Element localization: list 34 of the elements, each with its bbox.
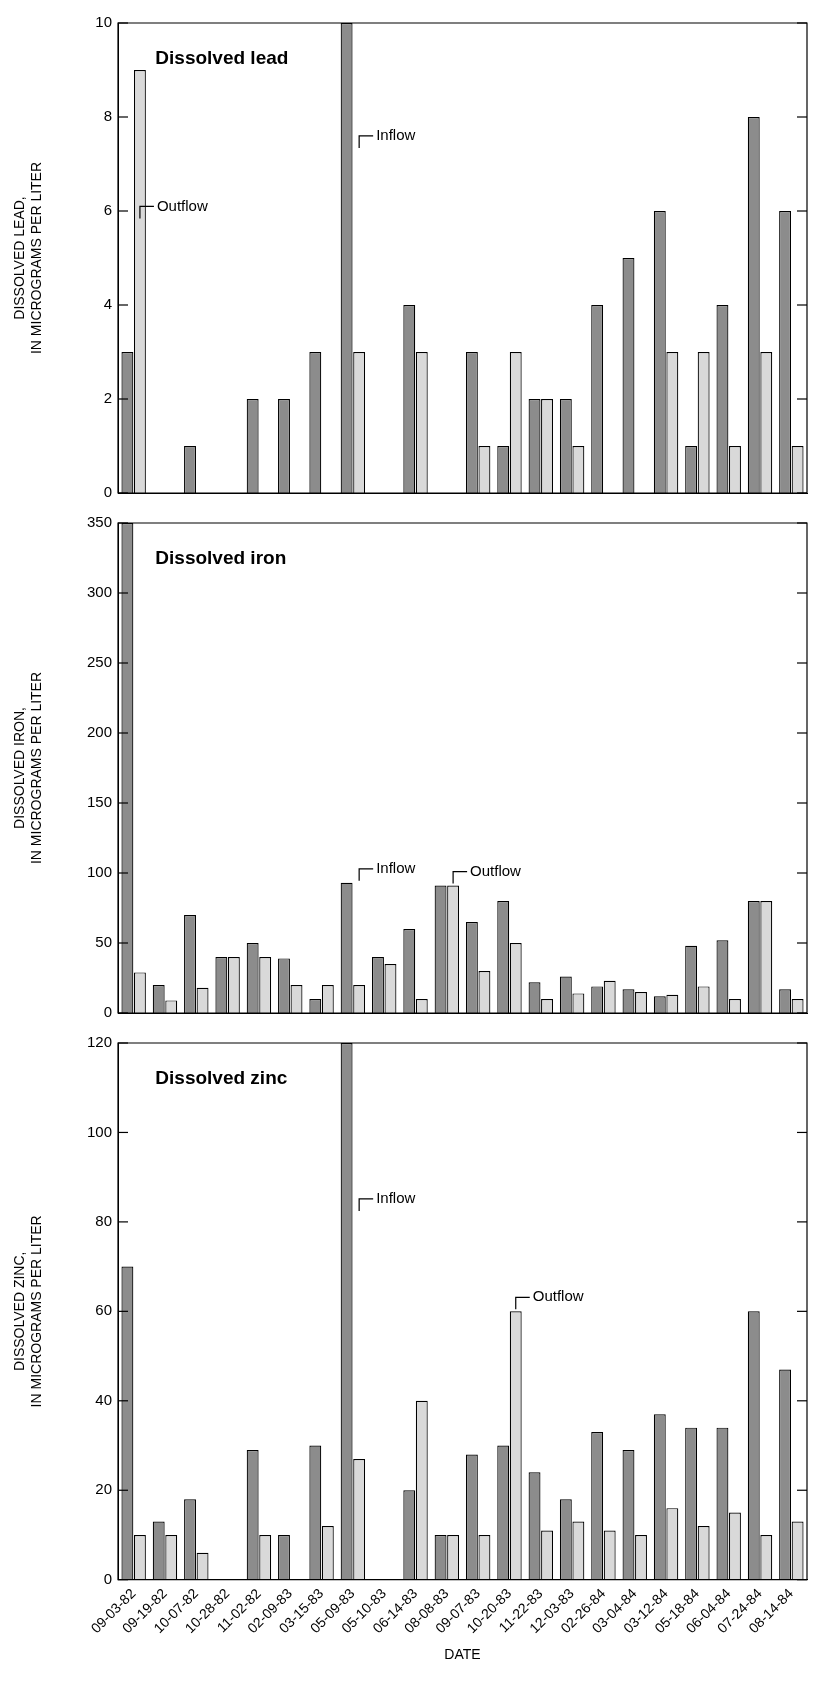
y-tick-label: 120	[86, 1033, 112, 1051]
annotation: Outflow	[532, 1287, 584, 1305]
y-tick-label: 350	[86, 513, 112, 531]
text: Dissolved lead	[155, 46, 289, 68]
y-axis-title: DISSOLVED ZINC, IN MICROGRAMS PER LITER	[11, 1215, 45, 1408]
annotation: Inflow	[376, 126, 416, 144]
y-tick-label: 40	[95, 1390, 112, 1408]
y-tick-label: 50	[95, 933, 112, 951]
y-axis-title: DISSOLVED IRON, IN MICROGRAMS PER LITER	[11, 671, 45, 865]
text: Dissolved iron	[155, 546, 287, 568]
y-tick-label: 0	[103, 1003, 112, 1021]
annotation: Inflow	[376, 858, 416, 876]
y-tick-label: 4	[103, 295, 112, 313]
y-tick-label: 8	[103, 107, 112, 125]
y-tick-label: 6	[103, 201, 112, 219]
x-axis-title: DATE	[444, 1646, 481, 1663]
y-tick-label: 200	[86, 723, 112, 741]
y-tick-label: 100	[86, 1122, 112, 1140]
y-tick-label: 300	[86, 583, 112, 601]
annotation: Outflow	[156, 196, 208, 214]
y-tick-label: 80	[95, 1212, 112, 1230]
annotation: Outflow	[470, 861, 522, 879]
y-tick-label: 20	[95, 1480, 112, 1498]
y-tick-label: 10	[95, 13, 112, 31]
text: Dissolved zinc	[155, 1066, 288, 1088]
y-tick-label: 150	[86, 793, 112, 811]
annotation: Inflow	[376, 1189, 416, 1207]
y-tick-label: 0	[103, 1569, 112, 1587]
y-axis-title: DISSOLVED LEAD, IN MICROGRAMS PER LITER	[11, 161, 45, 355]
y-tick-label: 100	[86, 863, 112, 881]
y-tick-label: 60	[95, 1301, 112, 1319]
y-tick-label: 250	[86, 653, 112, 671]
y-tick-label: 0	[103, 483, 112, 501]
y-tick-label: 2	[103, 389, 112, 407]
